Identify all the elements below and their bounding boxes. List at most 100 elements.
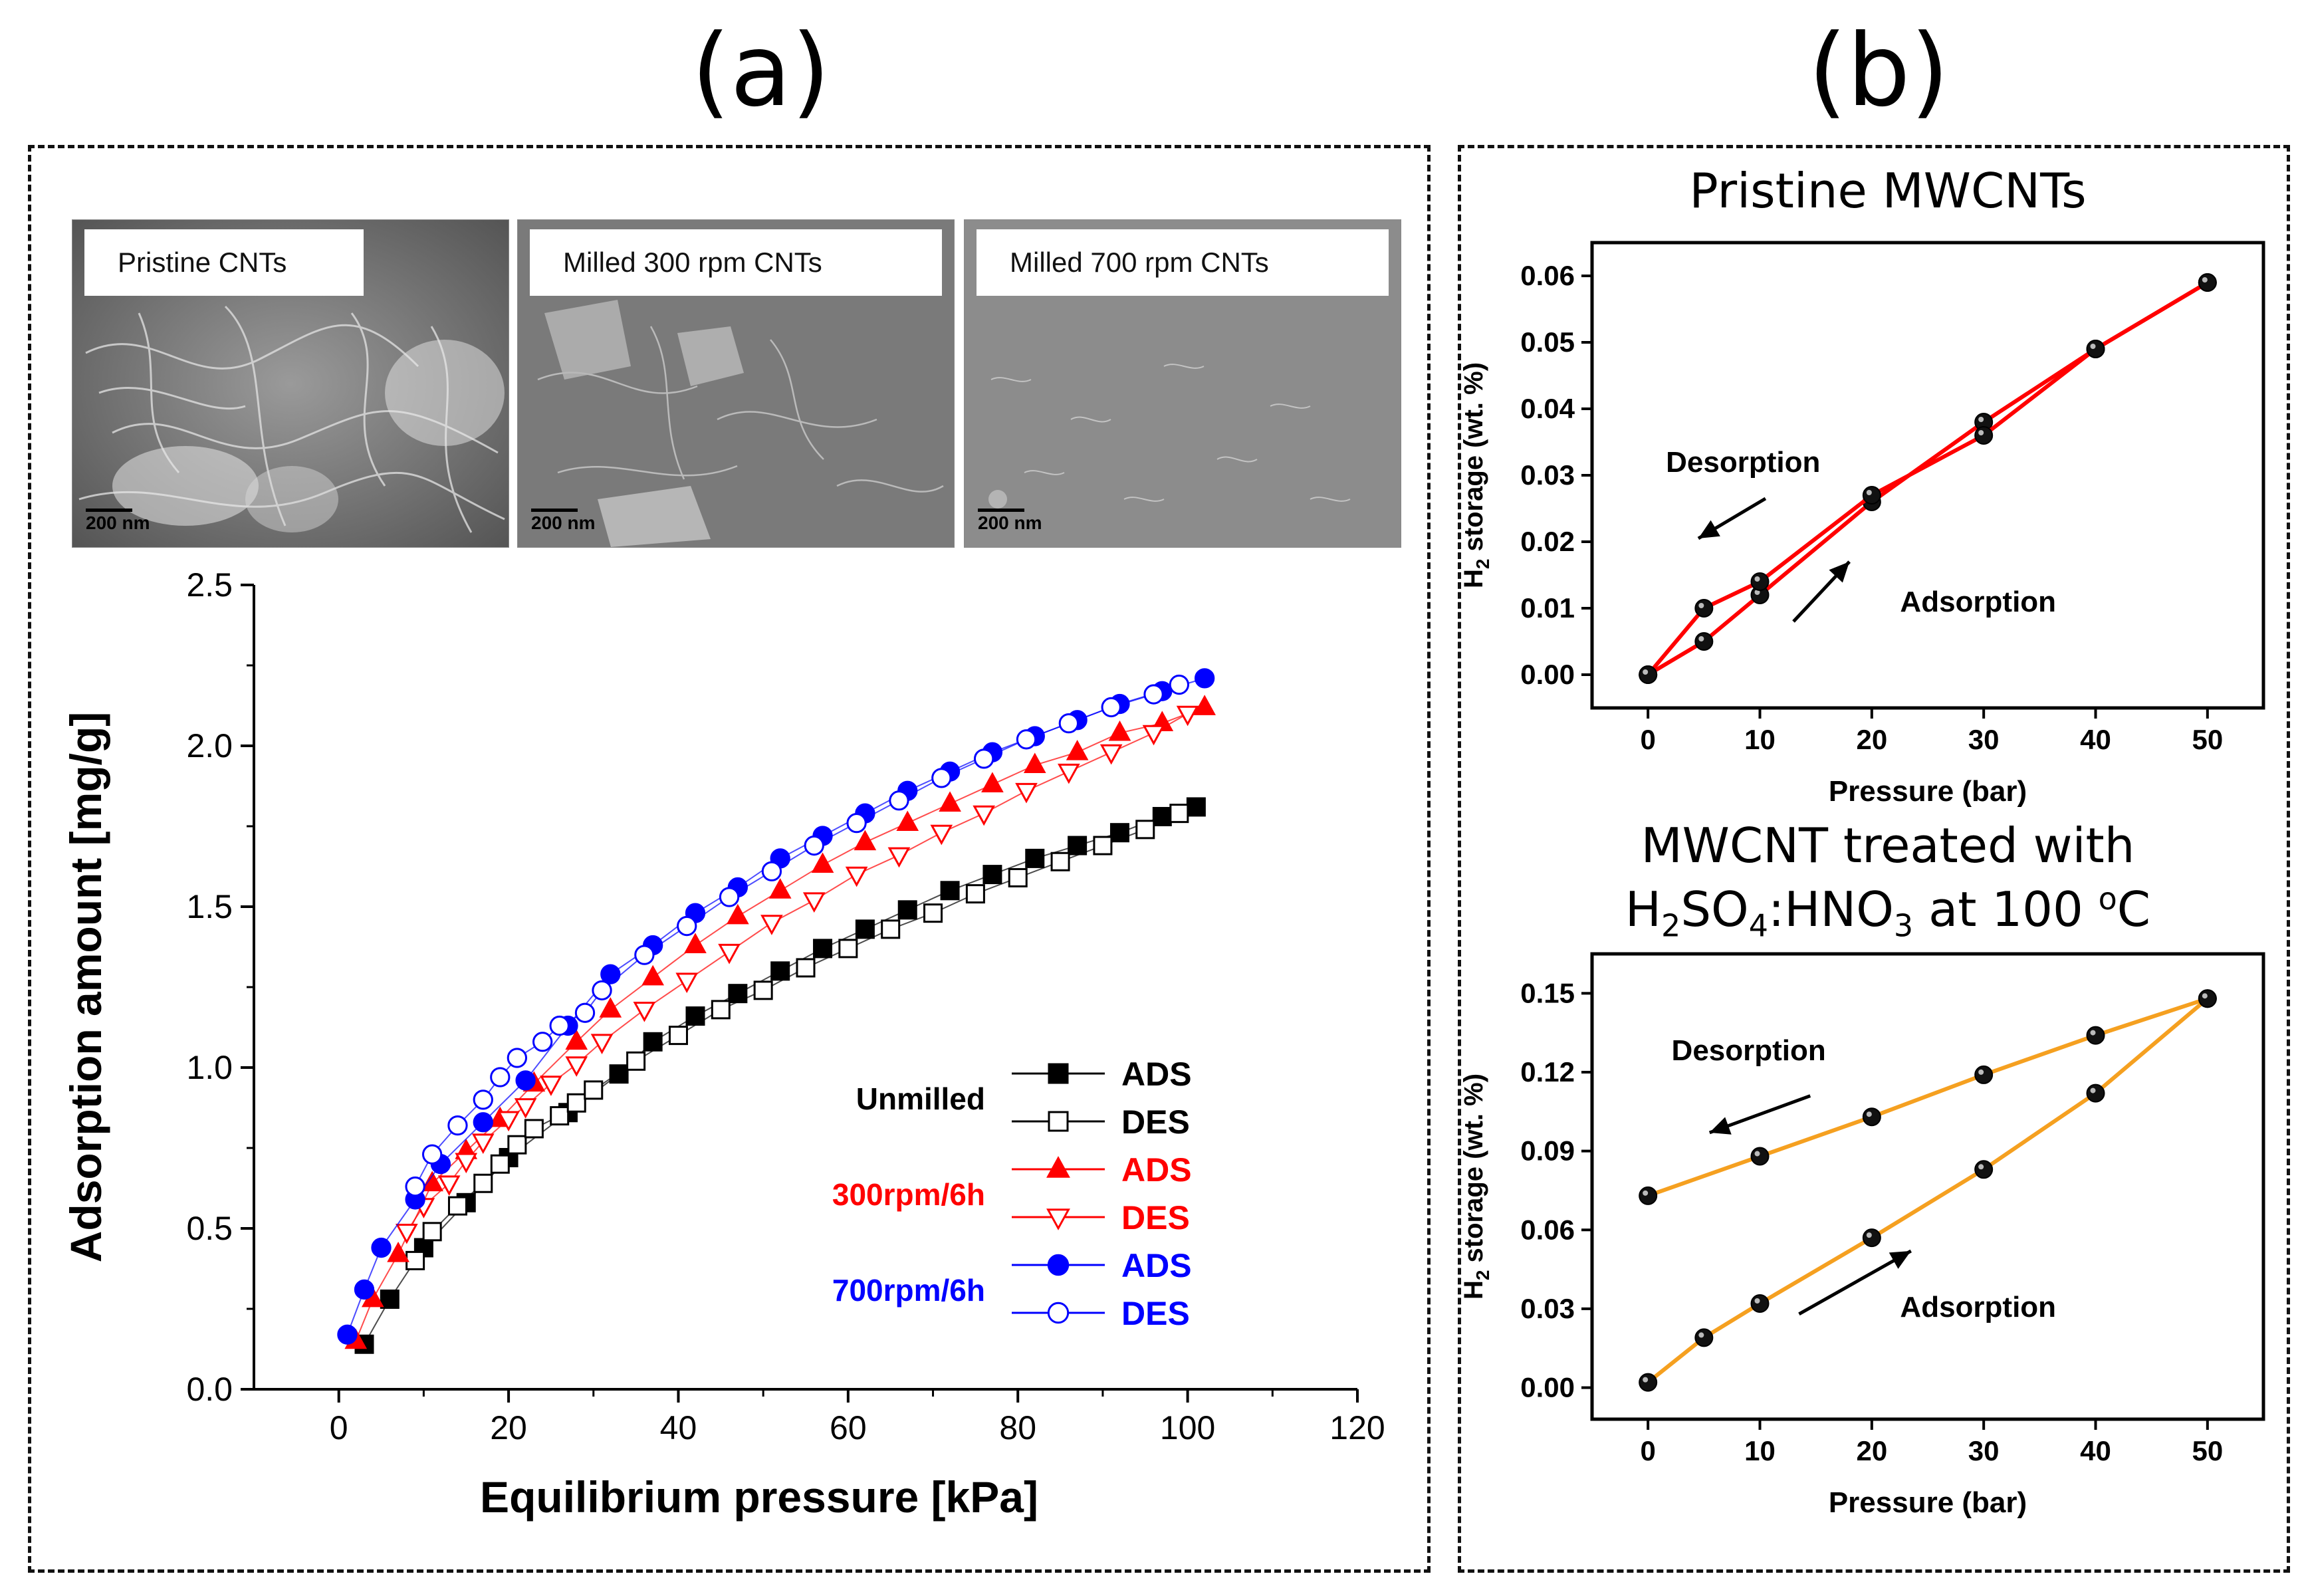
data-point (641, 965, 664, 986)
x-tick-label: 20 (1856, 724, 1887, 755)
x-axis-label: Equilibrium pressure [kPa] (480, 1472, 1038, 1522)
data-point (2198, 989, 2217, 1008)
series-line (346, 677, 1205, 1335)
data-point (1143, 684, 1164, 705)
plot-frame (1590, 952, 2265, 1421)
legend-label: DES (1121, 1295, 1190, 1332)
y-label-part: storage (wt. %) (1462, 362, 1488, 559)
data-point-highlight (1643, 1377, 1649, 1383)
sem-caption-700rpm: Milled 700 rpm CNTs (977, 229, 1389, 296)
data-point (515, 1070, 536, 1091)
title-fragment: 4 (1748, 907, 1768, 944)
data-point (796, 958, 816, 978)
y-label-part: H (1462, 569, 1488, 588)
data-point (1015, 782, 1038, 804)
legend-group-label: Unmilled (856, 1082, 985, 1116)
data-point (965, 884, 985, 904)
data-point (592, 980, 612, 1000)
treated-chart-title-line1: MWCNT treated with (1641, 818, 2135, 873)
data-point (973, 805, 995, 826)
data-point (1974, 1065, 1994, 1084)
data-point (1186, 797, 1206, 817)
scale-label: 200 nm (86, 513, 150, 533)
data-point-highlight (1698, 603, 1704, 608)
data-point-highlight (2202, 277, 2208, 283)
x-tick-label: 80 (999, 1409, 1036, 1446)
data-point (524, 1119, 544, 1139)
data-point (923, 903, 943, 923)
y-tick-label: 0.00 (1520, 659, 1575, 690)
data-point (473, 1173, 493, 1193)
data-point (1694, 599, 1714, 618)
data-point (473, 1089, 493, 1110)
y-tick-label: 0.02 (1520, 526, 1575, 557)
series-desorption (1639, 989, 2217, 1205)
annotation-adsorption: Adsorption (1900, 1291, 2056, 1323)
data-point (2086, 1026, 2105, 1045)
scale-bar-700rpm: 200 nm (978, 509, 1042, 534)
data-point (380, 1289, 400, 1309)
data-point (1639, 665, 1658, 684)
data-point (540, 1076, 562, 1096)
data-point (855, 919, 875, 939)
title-fragment: at 100 (1913, 881, 2099, 937)
x-tick-label: 40 (2080, 1435, 2111, 1466)
series-desorption (1639, 273, 2217, 684)
data-point (455, 1153, 478, 1174)
data-point (1639, 1373, 1658, 1392)
scale-label: 200 nm (978, 513, 1042, 533)
annotation-arrow (1798, 1249, 1912, 1315)
annotation-adsorption: Adsorption (1900, 586, 2056, 618)
data-point (802, 892, 826, 913)
data-point (838, 939, 858, 959)
data-point (727, 903, 749, 925)
data-point (1025, 848, 1045, 868)
panel-label-a: (a) (691, 13, 830, 129)
y-label-part: H (1462, 1280, 1488, 1300)
x-tick-label: 20 (490, 1409, 527, 1446)
x-tick-label: 40 (660, 1409, 697, 1446)
sem-caption-pristine: Pristine CNTs (84, 229, 364, 296)
data-point (760, 915, 783, 935)
data-point (889, 790, 909, 811)
data-point (2086, 340, 2105, 358)
legend-group-label: 700rpm/6h (832, 1273, 985, 1308)
data-point (1152, 806, 1172, 826)
data-point (768, 878, 792, 899)
data-point-highlight (2090, 1030, 2096, 1036)
x-tick-label: 0 (330, 1409, 348, 1446)
data-point-highlight (1866, 1232, 1872, 1238)
data-point (354, 1279, 375, 1300)
y-tick-label: 0.01 (1520, 592, 1575, 624)
data-point (896, 810, 919, 832)
data-point (981, 772, 1004, 792)
series-line (355, 706, 1205, 1341)
series-adsorption (1639, 273, 2217, 684)
data-point (490, 1154, 510, 1174)
y-tick-label: 0.06 (1520, 260, 1575, 291)
y-tick-label: 0.03 (1520, 459, 1575, 491)
y-tick-label: 0.0 (186, 1371, 233, 1408)
data-point (422, 1222, 442, 1242)
data-point (396, 1223, 418, 1244)
legend-entry: DES (1012, 1103, 1190, 1141)
annotation-desorption: Desorption (1672, 1034, 1826, 1067)
data-point-highlight (1754, 576, 1760, 582)
y-tick-label: 0.12 (1520, 1056, 1575, 1087)
data-point-highlight (1643, 1190, 1649, 1196)
data-point (1058, 763, 1080, 784)
data-point (633, 1001, 656, 1022)
x-tick-label: 40 (2080, 724, 2111, 755)
data-point (1193, 695, 1216, 715)
data-point (1047, 1302, 1070, 1324)
data-point (930, 824, 953, 846)
data-point (668, 1026, 688, 1046)
data-point (1974, 426, 1994, 445)
data-point (405, 1176, 425, 1197)
y-tick-label: 2.0 (186, 727, 233, 764)
data-point-highlight (1978, 1164, 1984, 1170)
data-point (473, 1112, 493, 1133)
data-point (718, 943, 741, 965)
data-point (887, 847, 911, 868)
series-700rpm-6h-des (405, 674, 1189, 1197)
